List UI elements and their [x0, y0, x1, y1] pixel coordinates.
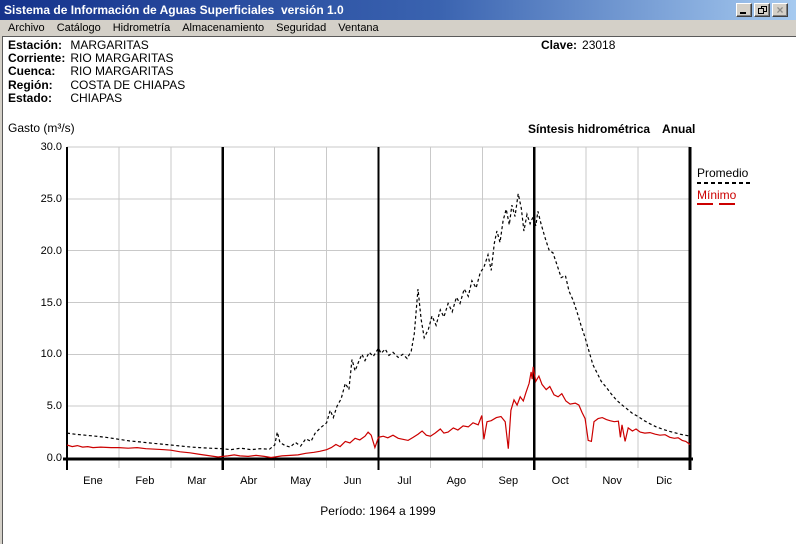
- minimize-icon: [740, 12, 746, 14]
- minimo-line: [66, 366, 691, 459]
- minimize-button[interactable]: [736, 3, 752, 17]
- chart-title: Síntesis hidrométrica Anual: [528, 122, 695, 136]
- y-tick-label: 25.0: [40, 192, 62, 205]
- restore-button[interactable]: [754, 3, 770, 17]
- x-tick-label: Abr: [240, 475, 258, 487]
- region-value: COSTA DE CHIAPAS: [70, 77, 186, 92]
- y-tick-label: 15.0: [40, 296, 62, 309]
- info-row-corriente: Corriente: RIO MARGARITAS: [8, 51, 185, 66]
- x-tick-label: Mar: [187, 475, 207, 487]
- estado-value: CHIAPAS: [70, 90, 123, 105]
- y-tick-label: 20.0: [40, 244, 62, 257]
- legend-minimo-swatch: [697, 203, 737, 205]
- x-tick-label: Dic: [656, 475, 672, 487]
- menu-item-hidrometria[interactable]: Hidrometría: [112, 22, 171, 34]
- close-icon: ×: [776, 3, 784, 17]
- x-tick-label: Feb: [135, 475, 155, 487]
- region-label: Región:: [8, 77, 53, 92]
- x-tick-label: May: [290, 475, 312, 487]
- x-tick-label: Ene: [83, 475, 103, 487]
- menu-item-archivo[interactable]: Archivo: [8, 22, 45, 34]
- window-title: Sistema de Información de Aguas Superfic…: [4, 3, 344, 17]
- close-button[interactable]: ×: [772, 3, 788, 17]
- menu-bar: Archivo Catálogo Hidrometría Almacenamie…: [0, 20, 796, 36]
- chart-period-text: Anual: [662, 122, 696, 136]
- y-axis-title: Gasto (m³/s): [8, 121, 75, 135]
- estacion-value: MARGARITAS: [70, 38, 149, 52]
- y-tick-label: 0.0: [46, 452, 62, 464]
- x-tick-label: Nov: [602, 475, 622, 487]
- x-tick-label: Sep: [498, 475, 519, 487]
- x-tick-label: Ago: [446, 475, 467, 487]
- corriente-value: RIO MARGARITAS: [70, 51, 174, 66]
- legend-minimo-label: Mínimo: [697, 188, 737, 202]
- x-tick-label: Oct: [551, 475, 569, 487]
- info-row-region: Región: COSTA DE CHIAPAS: [8, 77, 186, 92]
- clave-field: Clave: 23018: [541, 39, 615, 52]
- info-row-estado: Estado: CHIAPAS: [8, 90, 185, 105]
- corriente-label: Corriente:: [8, 51, 66, 66]
- restore-icon: [758, 6, 767, 14]
- station-info: Estación: MARGARITAS Corriente: RIO MARG…: [8, 38, 186, 105]
- cuenca-label: Cuenca:: [8, 64, 56, 79]
- y-tick-label: 10.0: [40, 348, 62, 361]
- legend-promedio-label: Promedio: [697, 166, 749, 180]
- clave-label: Clave:: [541, 38, 578, 52]
- cuenca-value: RIO MARGARITAS: [70, 64, 174, 79]
- periodo-label: Período: 1964 a 1999: [320, 504, 436, 518]
- menu-item-ventana[interactable]: Ventana: [338, 22, 379, 34]
- menu-item-seguridad[interactable]: Seguridad: [276, 22, 327, 34]
- estado-label: Estado:: [8, 90, 53, 105]
- window-controls: ×: [736, 3, 788, 17]
- estacion-label: Estación:: [8, 38, 63, 52]
- legend-promedio-swatch: [697, 182, 751, 184]
- x-tick-label: Jul: [397, 475, 412, 487]
- info-row-estacion: Estación: MARGARITAS: [8, 38, 185, 52]
- menu-item-catalogo[interactable]: Catálogo: [56, 22, 101, 34]
- title-bar: Sistema de Información de Aguas Superfic…: [0, 0, 796, 20]
- menu-item-almacenamiento[interactable]: Almacenamiento: [182, 22, 265, 34]
- y-tick-label: 5.0: [46, 400, 62, 413]
- info-row-cuenca: Cuenca: RIO MARGARITAS: [8, 65, 185, 78]
- chart-title-text: Síntesis hidrométrica: [528, 122, 651, 136]
- x-tick-label: Jun: [343, 475, 362, 487]
- y-tick-label: 30.0: [40, 141, 62, 153]
- clave-value: 23018: [582, 38, 616, 52]
